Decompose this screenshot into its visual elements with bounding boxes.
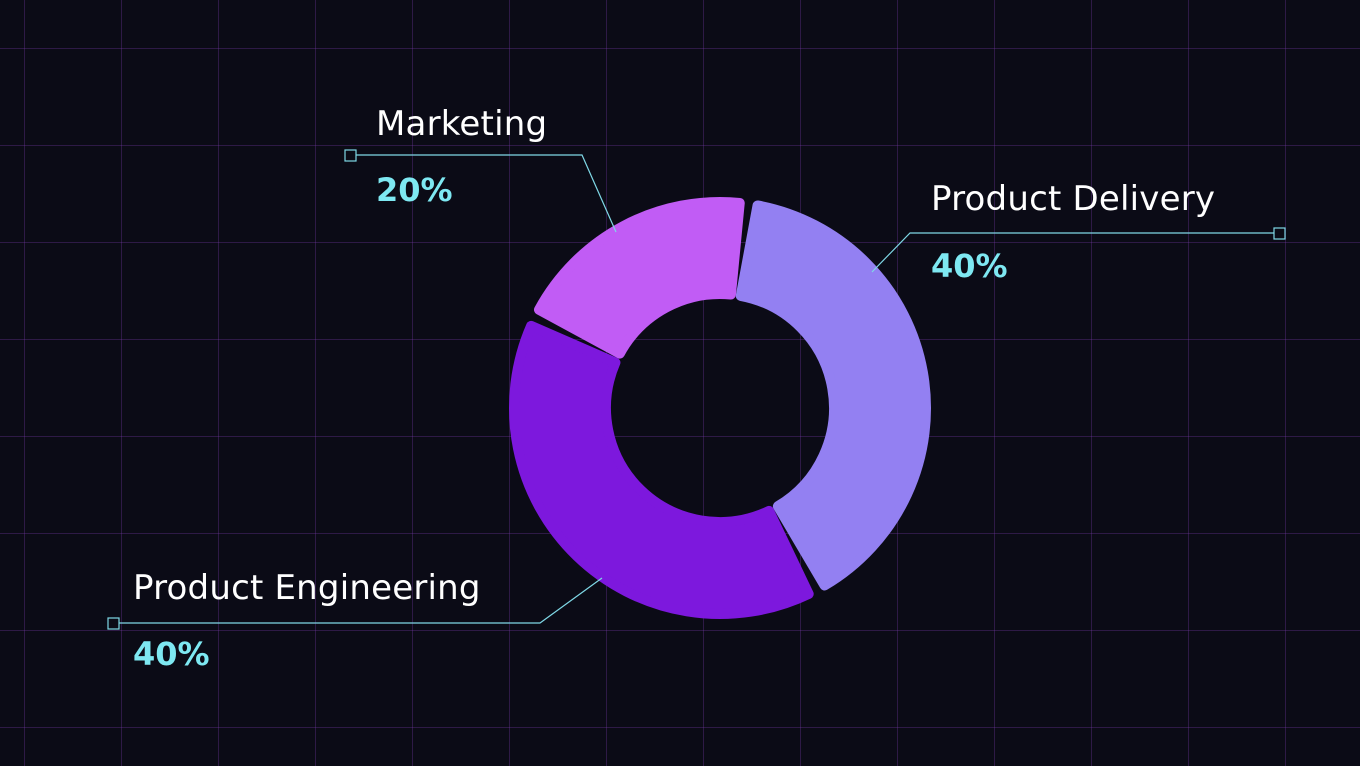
leader-line-product-engineering bbox=[119, 577, 603, 624]
leader-line-marketing bbox=[356, 154, 617, 233]
donut-slice-product-delivery bbox=[735, 200, 931, 591]
slice-percent-product-delivery: 40% bbox=[931, 247, 1008, 285]
slice-label-product-delivery: Product Delivery bbox=[931, 179, 1216, 219]
donut-slice-product-engineering bbox=[509, 320, 814, 619]
slice-percent-marketing: 20% bbox=[376, 171, 453, 209]
slice-label-marketing: Marketing bbox=[376, 104, 548, 144]
donut-slice-marketing bbox=[533, 197, 745, 359]
leader-marker-product-delivery bbox=[1273, 227, 1286, 240]
leader-lines bbox=[107, 149, 1286, 630]
leader-marker-product-engineering bbox=[107, 617, 120, 630]
leader-line-product-delivery bbox=[871, 232, 1274, 273]
slice-label-product-engineering: Product Engineering bbox=[133, 568, 481, 608]
leader-marker-marketing bbox=[344, 149, 357, 162]
slice-percent-product-engineering: 40% bbox=[133, 635, 210, 673]
donut-slices bbox=[509, 197, 931, 619]
